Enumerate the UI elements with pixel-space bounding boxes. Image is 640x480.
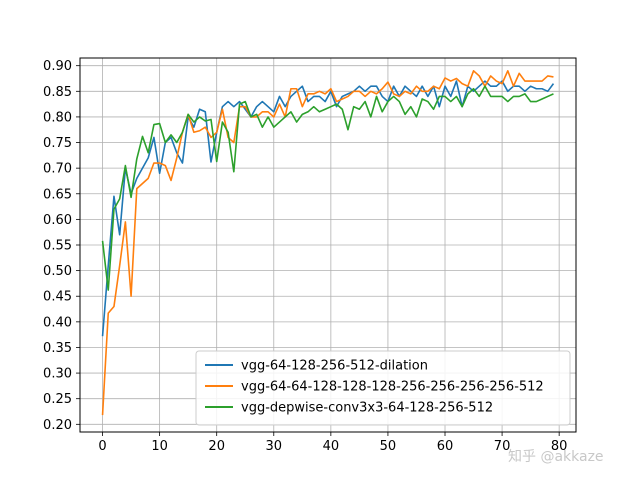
y-tick-label-13: 0.85	[43, 85, 72, 100]
x-tick-label-6: 60	[437, 439, 454, 454]
x-tick-label-5: 50	[380, 439, 397, 454]
x-tick-label-7: 70	[494, 439, 511, 454]
series-line-1	[101, 70, 554, 416]
y-tick-label-5: 0.45	[43, 290, 72, 305]
y-tick-label-14: 0.90	[43, 59, 72, 74]
y-tick-label-12: 0.80	[43, 110, 72, 125]
y-tick-label-6: 0.50	[43, 264, 72, 279]
y-tick-label-0: 0.20	[43, 418, 72, 433]
legend-label-0: vgg-64-128-256-512-dilation	[241, 359, 428, 374]
y-tick-label-2: 0.30	[43, 367, 72, 382]
y-tick-label-10: 0.70	[43, 162, 72, 177]
y-tick-label-11: 0.75	[43, 136, 72, 151]
x-tick-label-4: 40	[323, 439, 340, 454]
x-tick-label-1: 10	[151, 439, 168, 454]
y-tick-label-1: 0.25	[43, 392, 72, 407]
axis-ticks: 0 10 20 30 40 50 60 70 80 0.20 0.25 0.30 0.35 0.40 0.4…	[43, 59, 567, 454]
x-tick-label-3: 30	[266, 439, 283, 454]
x-tick-label-2: 20	[208, 439, 225, 454]
series-line-2	[101, 85, 554, 291]
legend-box	[195, 350, 571, 426]
y-tick-label-9: 0.65	[43, 187, 72, 202]
y-tick-label-8: 0.60	[43, 213, 72, 228]
y-tick-label-7: 0.55	[43, 239, 72, 254]
legend-label-1: vgg-64-64-128-128-128-256-256-256-256-51…	[241, 380, 544, 395]
legend: vgg-64-128-256-512-dilation vgg-64-64-12…	[195, 350, 571, 426]
plot-frame	[79, 57, 577, 433]
series-lines	[101, 70, 555, 416]
y-tick-label-4: 0.40	[43, 315, 72, 330]
y-tick-label-3: 0.35	[43, 341, 72, 356]
x-tick-label-0: 0	[98, 439, 106, 454]
x-tick-label-8: 80	[551, 439, 568, 454]
legend-label-2: vgg-depwise-conv3x3-64-128-256-512	[241, 401, 493, 416]
watermark: 知乎 @akkaze	[508, 448, 604, 465]
